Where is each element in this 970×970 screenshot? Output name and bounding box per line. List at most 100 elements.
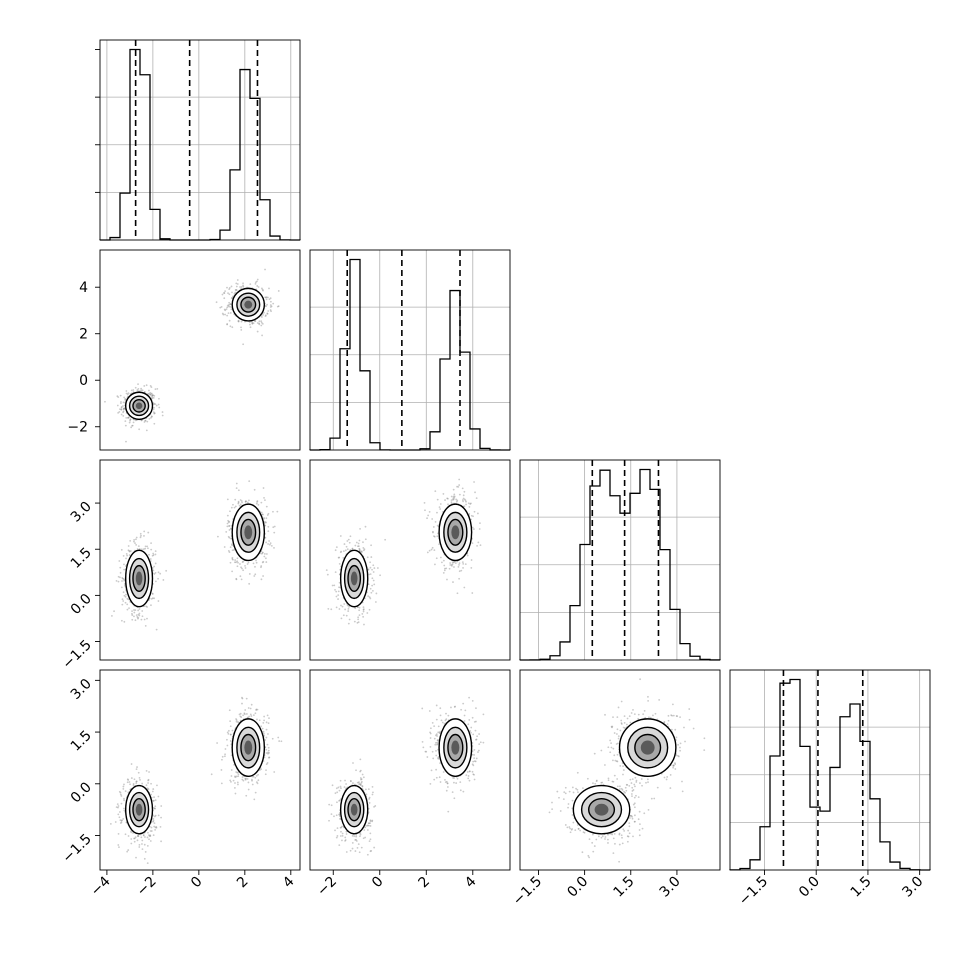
density-3-1-point-414: [133, 609, 135, 611]
density-4-1-point-797: [277, 736, 280, 739]
density-3-2-point-449: [358, 606, 361, 609]
density-2-1-point-520: [120, 413, 123, 416]
density-4-2-point-130: [339, 835, 342, 837]
density-3-2-point-218: [371, 568, 373, 571]
density-3-1-point-192: [135, 614, 138, 617]
density-4-1-point-265: [125, 821, 128, 824]
density-4-1-frame: [99, 669, 301, 871]
density-2-1-point-429: [120, 406, 123, 409]
density-4-2-point-575: [475, 738, 477, 741]
density-2-1-point-762: [237, 320, 240, 322]
density-4-1-point-882: [241, 697, 244, 700]
density-2-1-point-1011: [253, 320, 256, 322]
density-3-1-point-287: [137, 545, 140, 548]
density-3-1-point-961: [239, 575, 242, 578]
density-2-1-point-589: [249, 323, 251, 326]
density-3-1-point-554: [237, 561, 239, 564]
density-2-1-point-1013: [235, 282, 238, 285]
density-3-1-point-488: [154, 571, 157, 574]
density-4-2-point-262: [360, 846, 363, 849]
density-2-1-point-436: [134, 419, 137, 422]
density-2-1-point-966: [242, 285, 245, 288]
density-4-1-point-570: [278, 740, 281, 742]
density-2-1-point-929: [229, 303, 232, 306]
density-4-1-point-525: [262, 730, 265, 733]
density-3-1-cluster-1-contour-1: [124, 549, 154, 608]
density-4-1-point-143: [157, 814, 160, 817]
density-3-1-point-754: [252, 562, 255, 565]
density-3-2-point-923: [427, 514, 430, 517]
density-4-2-point-668: [438, 776, 441, 779]
density-3-2-point-726: [442, 493, 445, 495]
density-3-2-point-597: [457, 485, 460, 488]
density-4-1-point-856: [266, 743, 269, 746]
density-2-1-point-340: [151, 415, 153, 418]
density-4-2-plot: [328, 696, 485, 856]
density-2-1-point-965: [270, 305, 273, 308]
density-4-1-point-762: [267, 749, 270, 752]
density-2-1-point-389: [123, 407, 126, 410]
density-4-1-point-701: [268, 756, 271, 759]
density-3-2-point-557: [443, 564, 446, 567]
density-3-2-point-618: [453, 495, 456, 498]
density-3-1-point-257: [144, 624, 147, 627]
density-3-1-point-121: [137, 613, 140, 616]
density-3-2-point-550: [426, 517, 428, 520]
density-4-1-point-194: [146, 862, 149, 865]
density-4-1-point-785: [223, 755, 226, 758]
density-2-1-point-901: [266, 303, 268, 306]
density-3-1-point-34: [117, 580, 120, 583]
density-4-2-point-320: [362, 776, 365, 779]
density-4-2-point-99: [356, 781, 359, 784]
density-4-1-point-24: [137, 835, 139, 837]
density-3-1-point-69: [126, 603, 129, 606]
density-3-1-point-999: [244, 564, 246, 567]
density-4-1-point-267: [151, 790, 154, 793]
density-2-1-point-54: [126, 393, 129, 396]
density-3-2-point-779: [462, 497, 465, 500]
density-3-2-point-890: [446, 497, 449, 500]
density-3-1-point-861: [227, 549, 230, 552]
density-3-1-point-187: [151, 566, 154, 569]
density-4-1-point-311: [122, 817, 125, 820]
density-4-1-point-610: [265, 728, 268, 731]
density-4-1-point-626: [239, 715, 242, 718]
density-2-1-point-259: [149, 384, 152, 387]
density-4-1-point-1021: [262, 732, 265, 735]
density-2-1-point-893: [260, 316, 263, 318]
density-3-2-point-552: [444, 499, 446, 501]
density-3-2-point-56: [342, 550, 345, 553]
density-2-1-point-604: [237, 319, 240, 322]
density-3-1-point-939: [270, 544, 273, 547]
density-3-2-point-848: [434, 563, 436, 566]
density-4-2-point-709: [468, 719, 471, 721]
density-4-2-point-214: [359, 835, 361, 838]
density-2-1-point-772: [236, 279, 239, 281]
density-3-1-point-430: [155, 628, 158, 631]
density-4-1-point-364: [150, 782, 152, 785]
density-3-1-point-860: [226, 498, 229, 501]
density-2-1-point-462: [124, 398, 127, 401]
density-3-2-point-513: [348, 605, 350, 608]
density-3-2-point-546: [447, 503, 449, 506]
density-2-1-point-771: [236, 283, 239, 285]
density-4-1-point-574: [265, 763, 268, 766]
density-3-2-point-19: [358, 549, 361, 552]
density-4-2-point-565: [473, 778, 476, 781]
density-3-2-point-58: [340, 617, 343, 620]
density-3-1-point-720: [237, 500, 240, 503]
density-2-1-point-550: [266, 312, 269, 315]
density-4-2-point-610: [468, 770, 471, 773]
density-3-2-point-990: [433, 535, 436, 538]
density-3-2-point-948: [443, 569, 446, 572]
density-2-1-point-846: [256, 330, 259, 333]
density-4-2-point-316: [354, 850, 357, 852]
density-3-1-point-576: [256, 501, 258, 503]
density-2-1-point-955: [228, 319, 231, 322]
density-3-2-point-876: [453, 493, 456, 496]
density-3-1-point-854: [272, 526, 275, 529]
density-3-2-point-226: [325, 569, 328, 571]
density-3-2-point-222: [357, 618, 360, 621]
hist-panel-3: [519, 459, 721, 661]
density-3-1-point-63: [115, 579, 118, 582]
